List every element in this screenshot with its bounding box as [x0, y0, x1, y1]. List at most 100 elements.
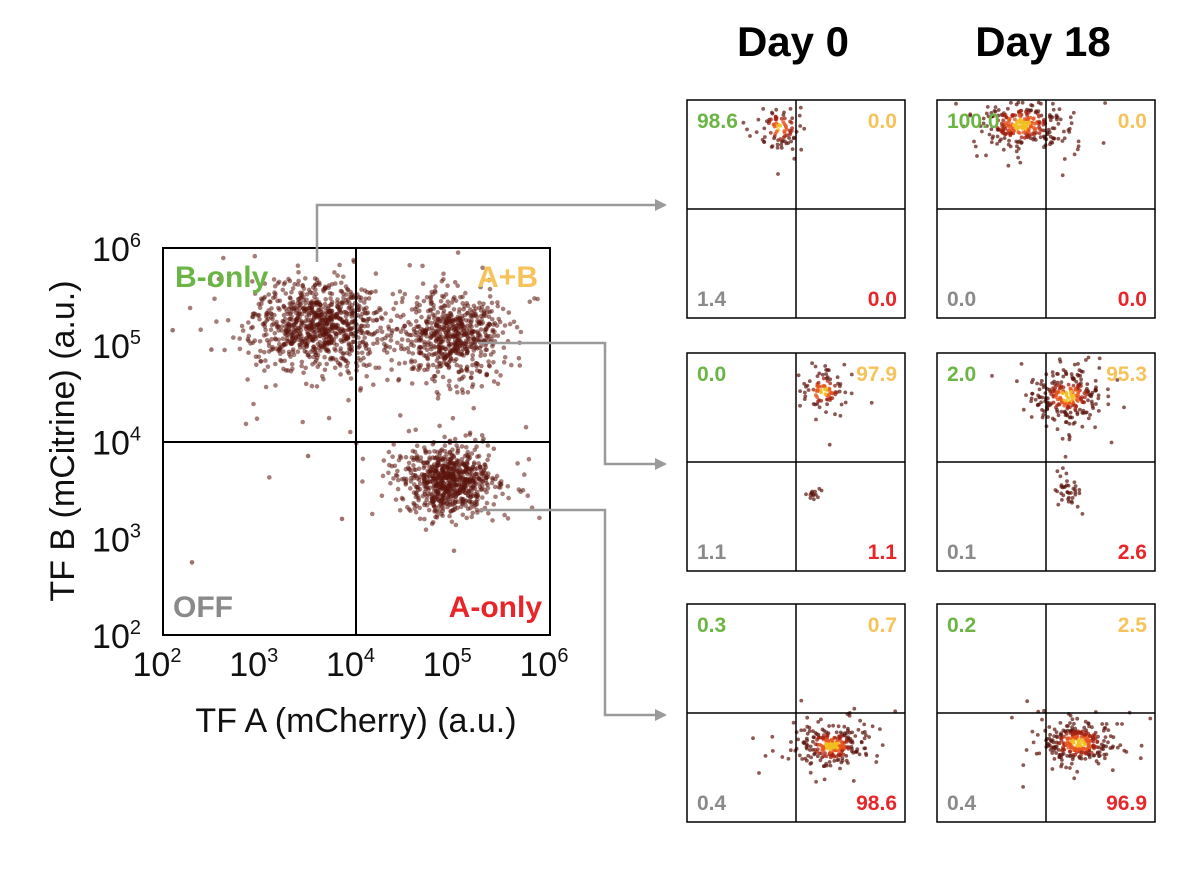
panel-scatter-point [972, 139, 976, 144]
main-scatter-point [450, 483, 456, 489]
panel-scatter-point [1037, 125, 1041, 129]
main-scatter-point [433, 455, 439, 461]
main-scatter-point [472, 345, 478, 351]
main-scatter-point [299, 340, 305, 345]
percentage-bottom-left: 0.4 [947, 792, 977, 815]
main-scatter-point [486, 277, 492, 283]
main-scatter-point [314, 358, 319, 363]
panel-scatter-point [1017, 113, 1022, 117]
main-scatter-point [417, 481, 423, 487]
panel-scatter-point [1050, 767, 1055, 771]
panel-scatter-point [1013, 117, 1017, 122]
main-scatter-point [527, 299, 533, 305]
panel-scatter-point [792, 135, 796, 140]
main-scatter-point [469, 310, 475, 315]
main-scatter-point [473, 480, 478, 485]
panel-scatter-point [1079, 756, 1084, 761]
panel-scatter-point [1048, 134, 1053, 139]
main-scatter-point [417, 505, 423, 511]
main-scatter-point [359, 350, 365, 356]
panel-scatter-point [805, 715, 810, 720]
panel-scatter-point [1021, 407, 1026, 412]
main-scatter-point [303, 318, 309, 324]
panel-scatter-point [825, 402, 829, 407]
panel-scatter-point [1010, 715, 1014, 720]
main-scatter-point [435, 481, 440, 487]
panel-scatter-point [1071, 403, 1075, 408]
panel-scatter-point [1068, 766, 1072, 770]
main-scatter-point [251, 311, 257, 316]
panel-scatter-point [843, 390, 848, 395]
main-scatter-point [422, 489, 428, 495]
main-scatter-point [481, 313, 486, 319]
panel-scatter-point [814, 388, 819, 393]
panel-scatter-point [1033, 121, 1037, 126]
panel-scatter-point [1025, 117, 1030, 122]
percentage-top-right: 2.5 [1118, 614, 1148, 637]
panel-scatter-point [768, 130, 773, 135]
main-scatter-point [256, 301, 262, 307]
panel-scatter-point [1029, 415, 1034, 419]
main-scatter-point [482, 330, 488, 335]
main-scatter-point [357, 343, 362, 349]
panel-scatter-point [1054, 390, 1059, 395]
panel-scatter-point [836, 724, 841, 729]
main-scatter-point [287, 352, 292, 357]
main-scatter-point [412, 359, 418, 364]
main-scatter-point [459, 457, 465, 462]
main-scatter-point [472, 329, 477, 334]
main-scatter-point [477, 464, 483, 469]
panel-scatter-point [820, 736, 825, 740]
panel-scatter-point [820, 727, 825, 732]
main-scatter-point [289, 306, 295, 311]
panel-scatter-point [1002, 136, 1007, 141]
panel-scatter-point [851, 779, 856, 783]
main-scatter-point [495, 303, 501, 309]
main-scatter-point [472, 340, 478, 345]
panel-scatter-point [1060, 391, 1065, 396]
panel-scatter-point [1021, 785, 1025, 789]
panel-scatter-point [751, 736, 755, 741]
main-scatter-point [487, 309, 493, 315]
main-scatter-point [344, 292, 349, 297]
main-scatter-point [418, 455, 424, 460]
main-scatter-point [310, 334, 315, 340]
panel-scatter-point [1103, 756, 1107, 761]
percentage-top-right: 0.7 [868, 614, 897, 637]
main-scatter-point [281, 312, 287, 318]
main-scatter-point [295, 263, 301, 269]
main-scatter-point [307, 326, 313, 331]
main-scatter-point [266, 292, 272, 297]
panel-scatter-point [1018, 109, 1023, 113]
panel-scatter-point [1082, 725, 1087, 730]
panel-scatter-point [1070, 732, 1075, 737]
panel-scatter-point [1008, 132, 1013, 137]
panel-scatter-point [1041, 413, 1046, 417]
panel-scatter-point [961, 124, 966, 129]
main-scatter-point [299, 363, 304, 369]
main-scatter-point [262, 281, 268, 286]
panel-scatter-point [1073, 492, 1078, 497]
panel-scatter-point [1070, 394, 1075, 398]
main-scatter-point [251, 401, 256, 407]
main-scatter-point [456, 483, 462, 488]
panel-scatter-point [1024, 393, 1028, 397]
main-scatter-point [345, 335, 351, 340]
panel-scatter-point [1018, 160, 1023, 165]
main-scatter-point [491, 379, 497, 384]
main-scatter-point [463, 486, 468, 491]
main-scatter-point [449, 519, 455, 525]
main-scatter-point [326, 415, 332, 421]
main-scatter-point [328, 296, 333, 301]
panel-scatter-point [1007, 138, 1011, 143]
panel-scatter-point [772, 124, 777, 129]
panel-scatter-point [788, 107, 793, 111]
main-scatter-point [426, 352, 432, 357]
panel-scatter-point [809, 755, 813, 760]
panel-scatter-point [745, 127, 749, 132]
main-scatter-point [471, 504, 477, 509]
main-scatter-point [477, 321, 482, 326]
panel-scatter-point [838, 413, 843, 418]
panel-scatter-point [1106, 402, 1111, 407]
panel-scatter-point [1014, 121, 1019, 126]
